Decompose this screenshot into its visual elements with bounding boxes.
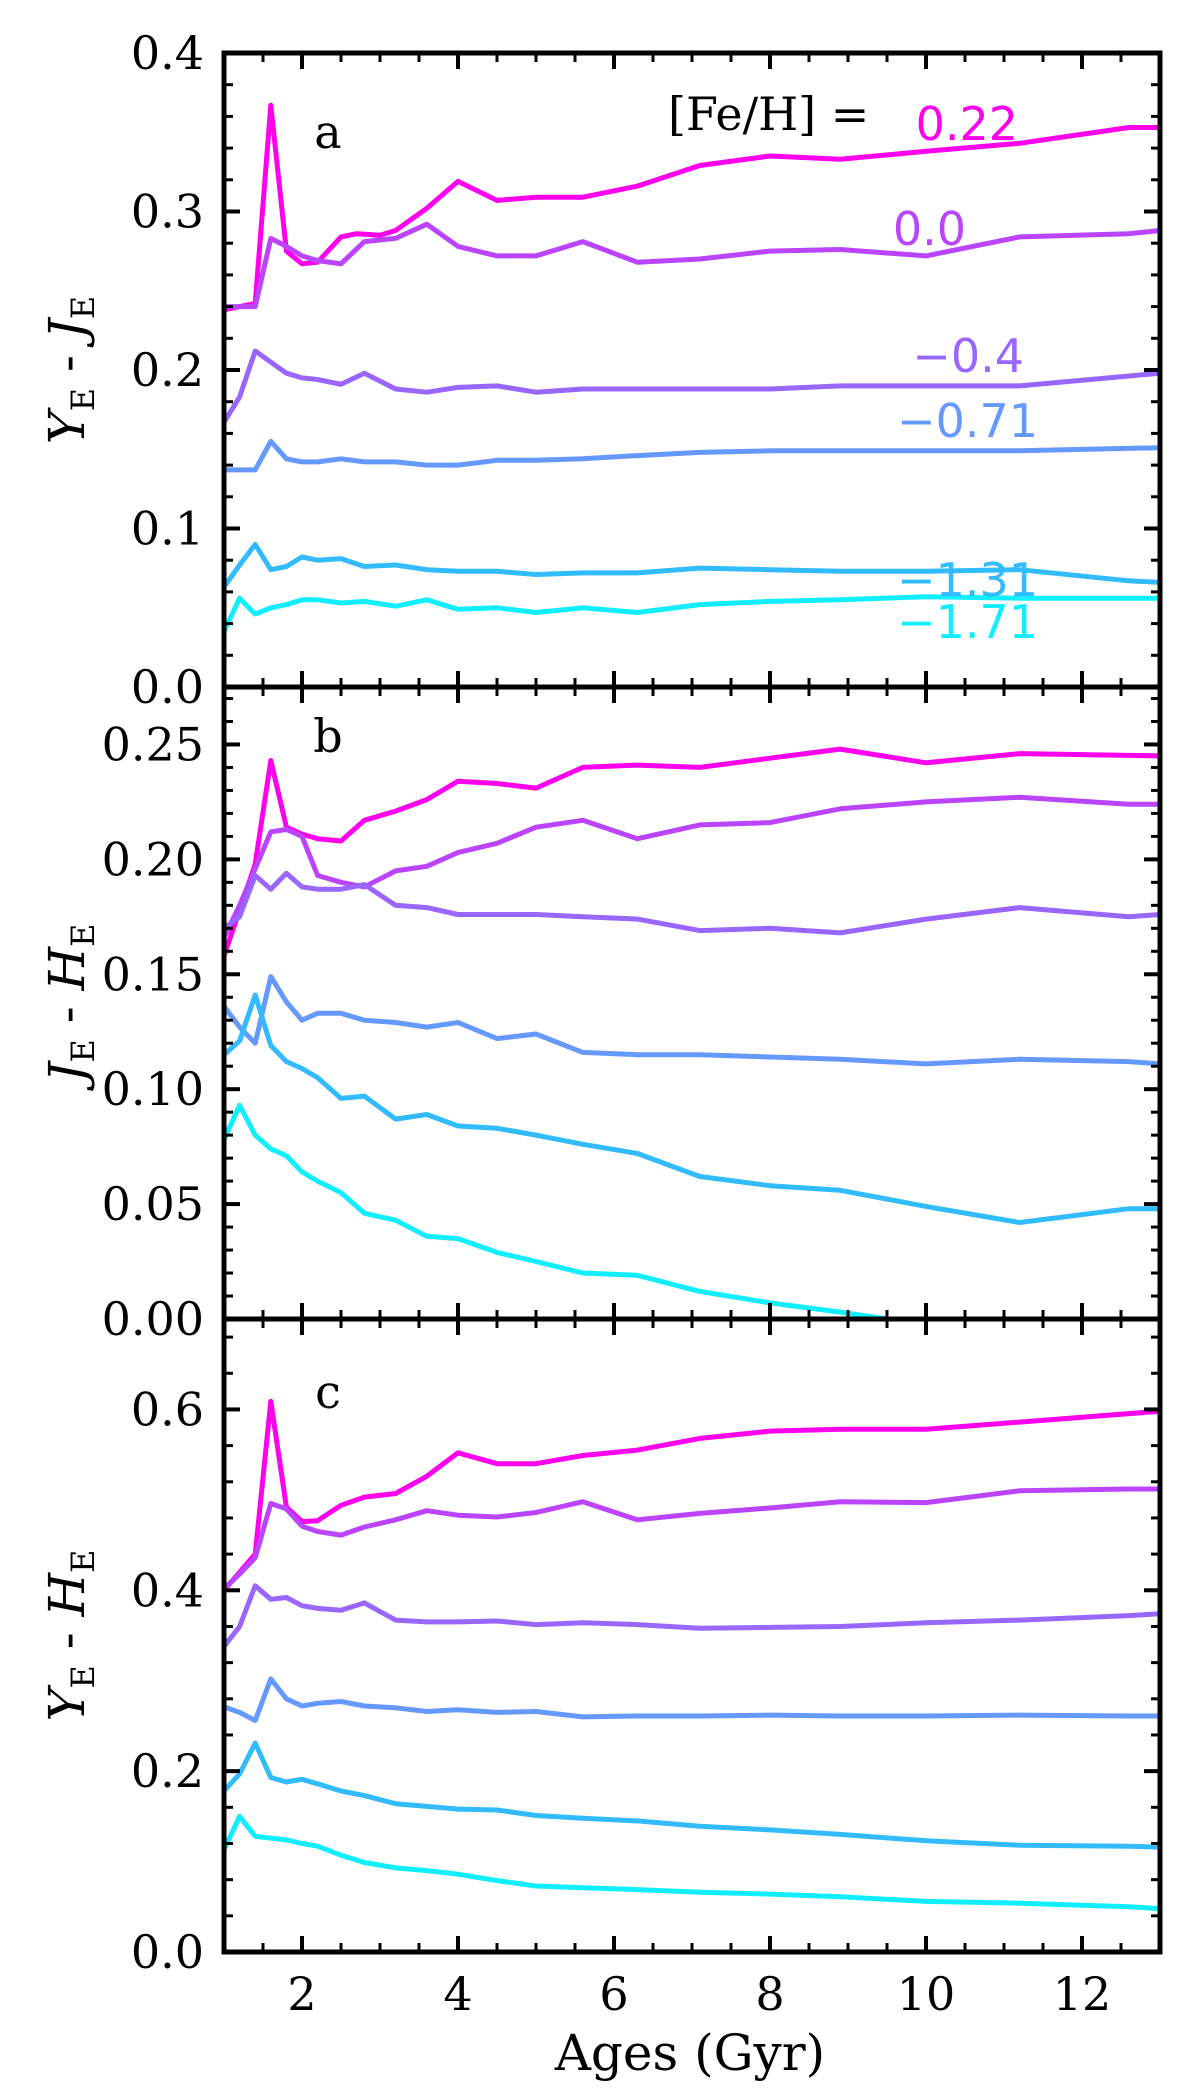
panel-a-series-line-6 — [224, 594, 1160, 633]
panel-c-series-line-6 — [224, 1813, 1160, 1912]
xtick-label: 12 — [1053, 1967, 1112, 2021]
panel-c-letter: c — [315, 1365, 341, 1419]
panel-a-ytick-label: 0.1 — [131, 502, 204, 556]
panel-a-series-line-4 — [224, 438, 1160, 473]
panel-b-ytick-label: 0.05 — [102, 1177, 204, 1231]
xtick-label: 8 — [755, 1967, 784, 2021]
series-label-2: 0.0 — [893, 202, 966, 256]
panel-c-series-line-3 — [224, 1583, 1160, 1648]
panel-a-series-line-1 — [224, 102, 1160, 313]
series-label-5: −1.31 — [897, 553, 1038, 607]
x-axis-label: Ages (Gyr) — [554, 2024, 825, 2082]
panel-b-series-line-6 — [224, 1102, 888, 1319]
xtick-label: 2 — [287, 1967, 316, 2021]
panel-c-series-line-4 — [224, 1676, 1160, 1723]
panel-b-ytick-label: 0.15 — [102, 947, 204, 1001]
xtick-label: 6 — [599, 1967, 628, 2021]
panel-c: 0.0 0.2 0.4 0.6 c YE - HE 2 4 6 8 10 12 — [38, 1316, 1163, 2021]
panel-b-series-line-1 — [224, 746, 1160, 957]
panel-b-series-line-5 — [224, 992, 1160, 1225]
panel-a-series-line-2 — [224, 221, 1160, 310]
panel-b-ytick-label: 0.00 — [102, 1292, 204, 1346]
series-label-1: 0.22 — [916, 97, 1018, 151]
panel-a-letter: a — [314, 105, 341, 159]
legend-title: [Fe/H] = — [668, 87, 869, 141]
panel-b-series-line-3 — [224, 870, 1160, 936]
panel-c-ytick-label: 0.6 — [131, 1382, 204, 1436]
panel-a-ytick-label: 0.4 — [131, 26, 204, 80]
panel-b-letter: b — [313, 709, 342, 763]
panel-a: 0.0 0.1 0.2 0.3 0.4 a YE - JE — [38, 26, 1163, 714]
series-label-6: −1.71 — [897, 595, 1038, 649]
panel-a-ytick-label: 0.2 — [131, 343, 204, 397]
panel-c-y-axis-label: YE - HE — [38, 1549, 102, 1721]
panel-a-series-line-5 — [224, 541, 1160, 589]
panel-c-ytick-label: 0.0 — [131, 1925, 204, 1979]
panel-b-series-line-4 — [224, 974, 1160, 1067]
legend: [Fe/H] = 0.22 0.0 −0.4 −0.71 −1.31−1.71 — [668, 87, 1038, 649]
panel-c-series-line-5 — [224, 1740, 1160, 1850]
series-label-4: −0.71 — [897, 394, 1038, 448]
xtick-label: 4 — [443, 1967, 472, 2021]
panel-c-series-line-1 — [224, 1398, 1160, 1592]
panel-c-frame — [221, 1316, 1163, 1955]
panel-b-ytick-label: 0.20 — [102, 832, 204, 886]
panel-a-series-line-3 — [224, 348, 1160, 424]
panel-b: 0.00 0.05 0.10 0.15 0.20 0.25 b JE - HE — [38, 684, 1163, 1346]
series-label-3: −0.4 — [912, 329, 1024, 383]
xtick-label: 10 — [897, 1967, 956, 2021]
panel-a-y-axis-label: YE - JE — [38, 296, 102, 444]
panel-a-ytick-label: 0.0 — [131, 660, 204, 714]
panel-b-ytick-label: 0.25 — [102, 717, 204, 771]
panel-b-y-axis-label: JE - HE — [38, 923, 102, 1091]
panel-b-series-line-2 — [224, 794, 1160, 939]
panel-c-ytick-label: 0.2 — [131, 1744, 204, 1798]
panel-b-ytick-label: 0.10 — [102, 1062, 204, 1116]
panel-c-ytick-label: 0.4 — [131, 1563, 204, 1617]
panel-a-ytick-label: 0.3 — [131, 185, 204, 239]
panel-c-series-line-2 — [224, 1486, 1160, 1591]
